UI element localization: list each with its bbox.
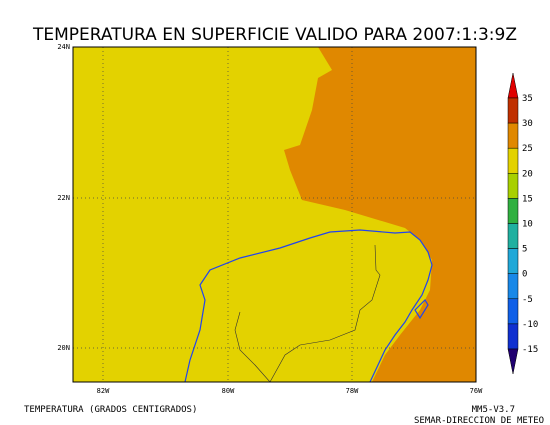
colorbar-band [507, 147, 519, 174]
lat-label: 24N [57, 43, 70, 51]
colorbar-top [507, 72, 519, 99]
colorbar-band [507, 323, 519, 350]
colorbar-label: 30 [522, 119, 533, 129]
variable-label: TEMPERATURA (GRADOS CENTIGRADOS) [24, 405, 197, 415]
lon-label: 82W [97, 387, 110, 395]
colorbar-label: -15 [522, 345, 538, 355]
map-title: TEMPERATURA EN SUPERFICIE VALIDO PARA 20… [32, 25, 517, 45]
colorbar-band [507, 97, 519, 124]
coastline [184, 229, 433, 383]
colorbar-label: 20 [522, 169, 533, 179]
source-label: SEMAR-DIRECCION DE METEO [414, 416, 544, 425]
colorbar-band [507, 248, 519, 274]
colorbar-band [507, 198, 519, 224]
colorbar-label: 15 [522, 194, 533, 204]
model-label: MM5-V3.7 [472, 405, 515, 415]
colorbar-label: -5 [522, 295, 533, 305]
map-area [72, 46, 477, 383]
lat-label: 20N [57, 344, 70, 352]
colorbar-label: -10 [522, 320, 538, 330]
colorbar-label: 5 [522, 245, 527, 255]
state-border [234, 244, 381, 383]
colorbar-band [507, 273, 519, 300]
colorbar-label: 35 [522, 94, 533, 104]
colorbar-band [507, 122, 519, 149]
island [414, 299, 429, 320]
colorbar-label: 25 [522, 144, 533, 154]
hot-region [284, 47, 476, 382]
colorbar-label: 10 [522, 220, 533, 230]
lon-label: 80W [222, 387, 235, 395]
lon-label: 78W [346, 387, 359, 395]
colorbar-bottom [507, 348, 519, 375]
colorbar-band [507, 223, 519, 249]
colorbar-label: 0 [522, 270, 527, 280]
map-frame [72, 46, 477, 383]
colorbar-band [507, 298, 519, 325]
colorbar-band [507, 173, 519, 199]
lat-label: 22N [57, 194, 70, 202]
lon-label: 76W [470, 387, 483, 395]
